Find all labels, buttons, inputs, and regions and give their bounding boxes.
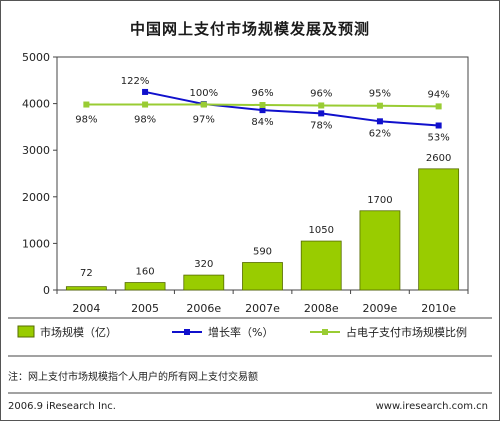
legend-ratio-label: 占电子支付市场规模比例 [346, 325, 467, 339]
series-marker [376, 118, 383, 125]
x-tick-label: 2005 [131, 302, 159, 315]
series-marker [142, 101, 149, 108]
copyright-text: 2006.9 iResearch Inc. [8, 401, 116, 412]
y-tick-label: 0 [43, 284, 50, 297]
growth-rate-label: 62% [369, 128, 391, 139]
bar [124, 282, 166, 291]
series-marker [376, 102, 383, 109]
growth-rate-label: 78% [310, 120, 332, 131]
line-series-group [83, 88, 442, 129]
bar [418, 168, 460, 291]
bar-value-label: 160 [136, 267, 155, 278]
share-ratio-label: 97% [193, 115, 215, 126]
bar [183, 274, 225, 291]
bar-value-label: 320 [194, 259, 213, 270]
series-marker [318, 102, 325, 109]
chart-axes: 0 1000 2000 3000 4000 5000 2004 2005 2006e 2007e 2… [22, 51, 469, 315]
share-ratio-label: 94% [428, 89, 450, 100]
x-tick-label: 2004 [72, 302, 100, 315]
footnote: 注：网上支付市场规模指个人用户的所有网上支付交易额 [8, 372, 258, 383]
legend-growth-label: 增长率（%） [208, 325, 273, 339]
legend: 市场规模（亿） 增长率（%） 占电子支付市场规模比例 [8, 317, 492, 394]
legend-bar-label: 市场规模（亿） [40, 325, 117, 339]
bar-value-label: 1050 [308, 225, 333, 236]
share-ratio-label: 96% [310, 88, 332, 99]
bar [242, 262, 283, 291]
growth-rate-label: 100% [189, 88, 218, 99]
y-tick-label: 5000 [22, 51, 50, 64]
bar-value-label: 2600 [426, 153, 451, 164]
bar-series [65, 168, 460, 291]
x-tick-label: 2010e [421, 302, 456, 315]
y-tick-label: 3000 [22, 144, 50, 157]
share-ratio-label: 98% [75, 115, 97, 126]
growth-rate-label: 53% [428, 133, 450, 144]
legend-ratio-marker [322, 329, 328, 335]
y-tick-label: 1000 [22, 237, 50, 250]
series-marker [83, 101, 90, 108]
y-tick-label: 2000 [22, 191, 50, 204]
share-ratio-label: 95% [369, 89, 391, 100]
share-ratio-label: 96% [251, 88, 273, 99]
growth-rate-label: 122% [121, 76, 150, 87]
x-tick-label: 2008e [304, 302, 339, 315]
share-ratio-label: 98% [134, 115, 156, 126]
series-marker [142, 88, 149, 95]
series-marker [435, 122, 442, 129]
x-tick-label: 2009e [363, 302, 398, 315]
series-marker [200, 101, 207, 108]
website-url: www.iresearch.com.cn [375, 401, 488, 412]
bar-value-label: 72 [80, 268, 93, 279]
x-tick-label: 2006e [186, 302, 221, 315]
series-line [144, 90, 439, 127]
bar [65, 286, 107, 291]
series-marker [259, 107, 266, 114]
bar [300, 240, 342, 291]
chart-title: 中国网上支付市场规模发展及预测 [129, 20, 370, 38]
series-marker [259, 101, 266, 108]
bar [359, 210, 401, 291]
legend-bar-swatch [17, 325, 35, 338]
y-tick-label: 4000 [22, 98, 50, 111]
x-tick-label: 2007e [245, 302, 280, 315]
bar-value-label: 1700 [367, 195, 392, 206]
growth-rate-label: 84% [251, 117, 273, 128]
data-labels: 72 160 320 590 1050 1700 2600 122% 100% 84% 78% 62%… [75, 76, 451, 279]
series-marker [318, 110, 325, 117]
series-marker [435, 103, 442, 110]
legend-growth-marker [184, 329, 190, 335]
bar-value-label: 590 [253, 247, 272, 258]
